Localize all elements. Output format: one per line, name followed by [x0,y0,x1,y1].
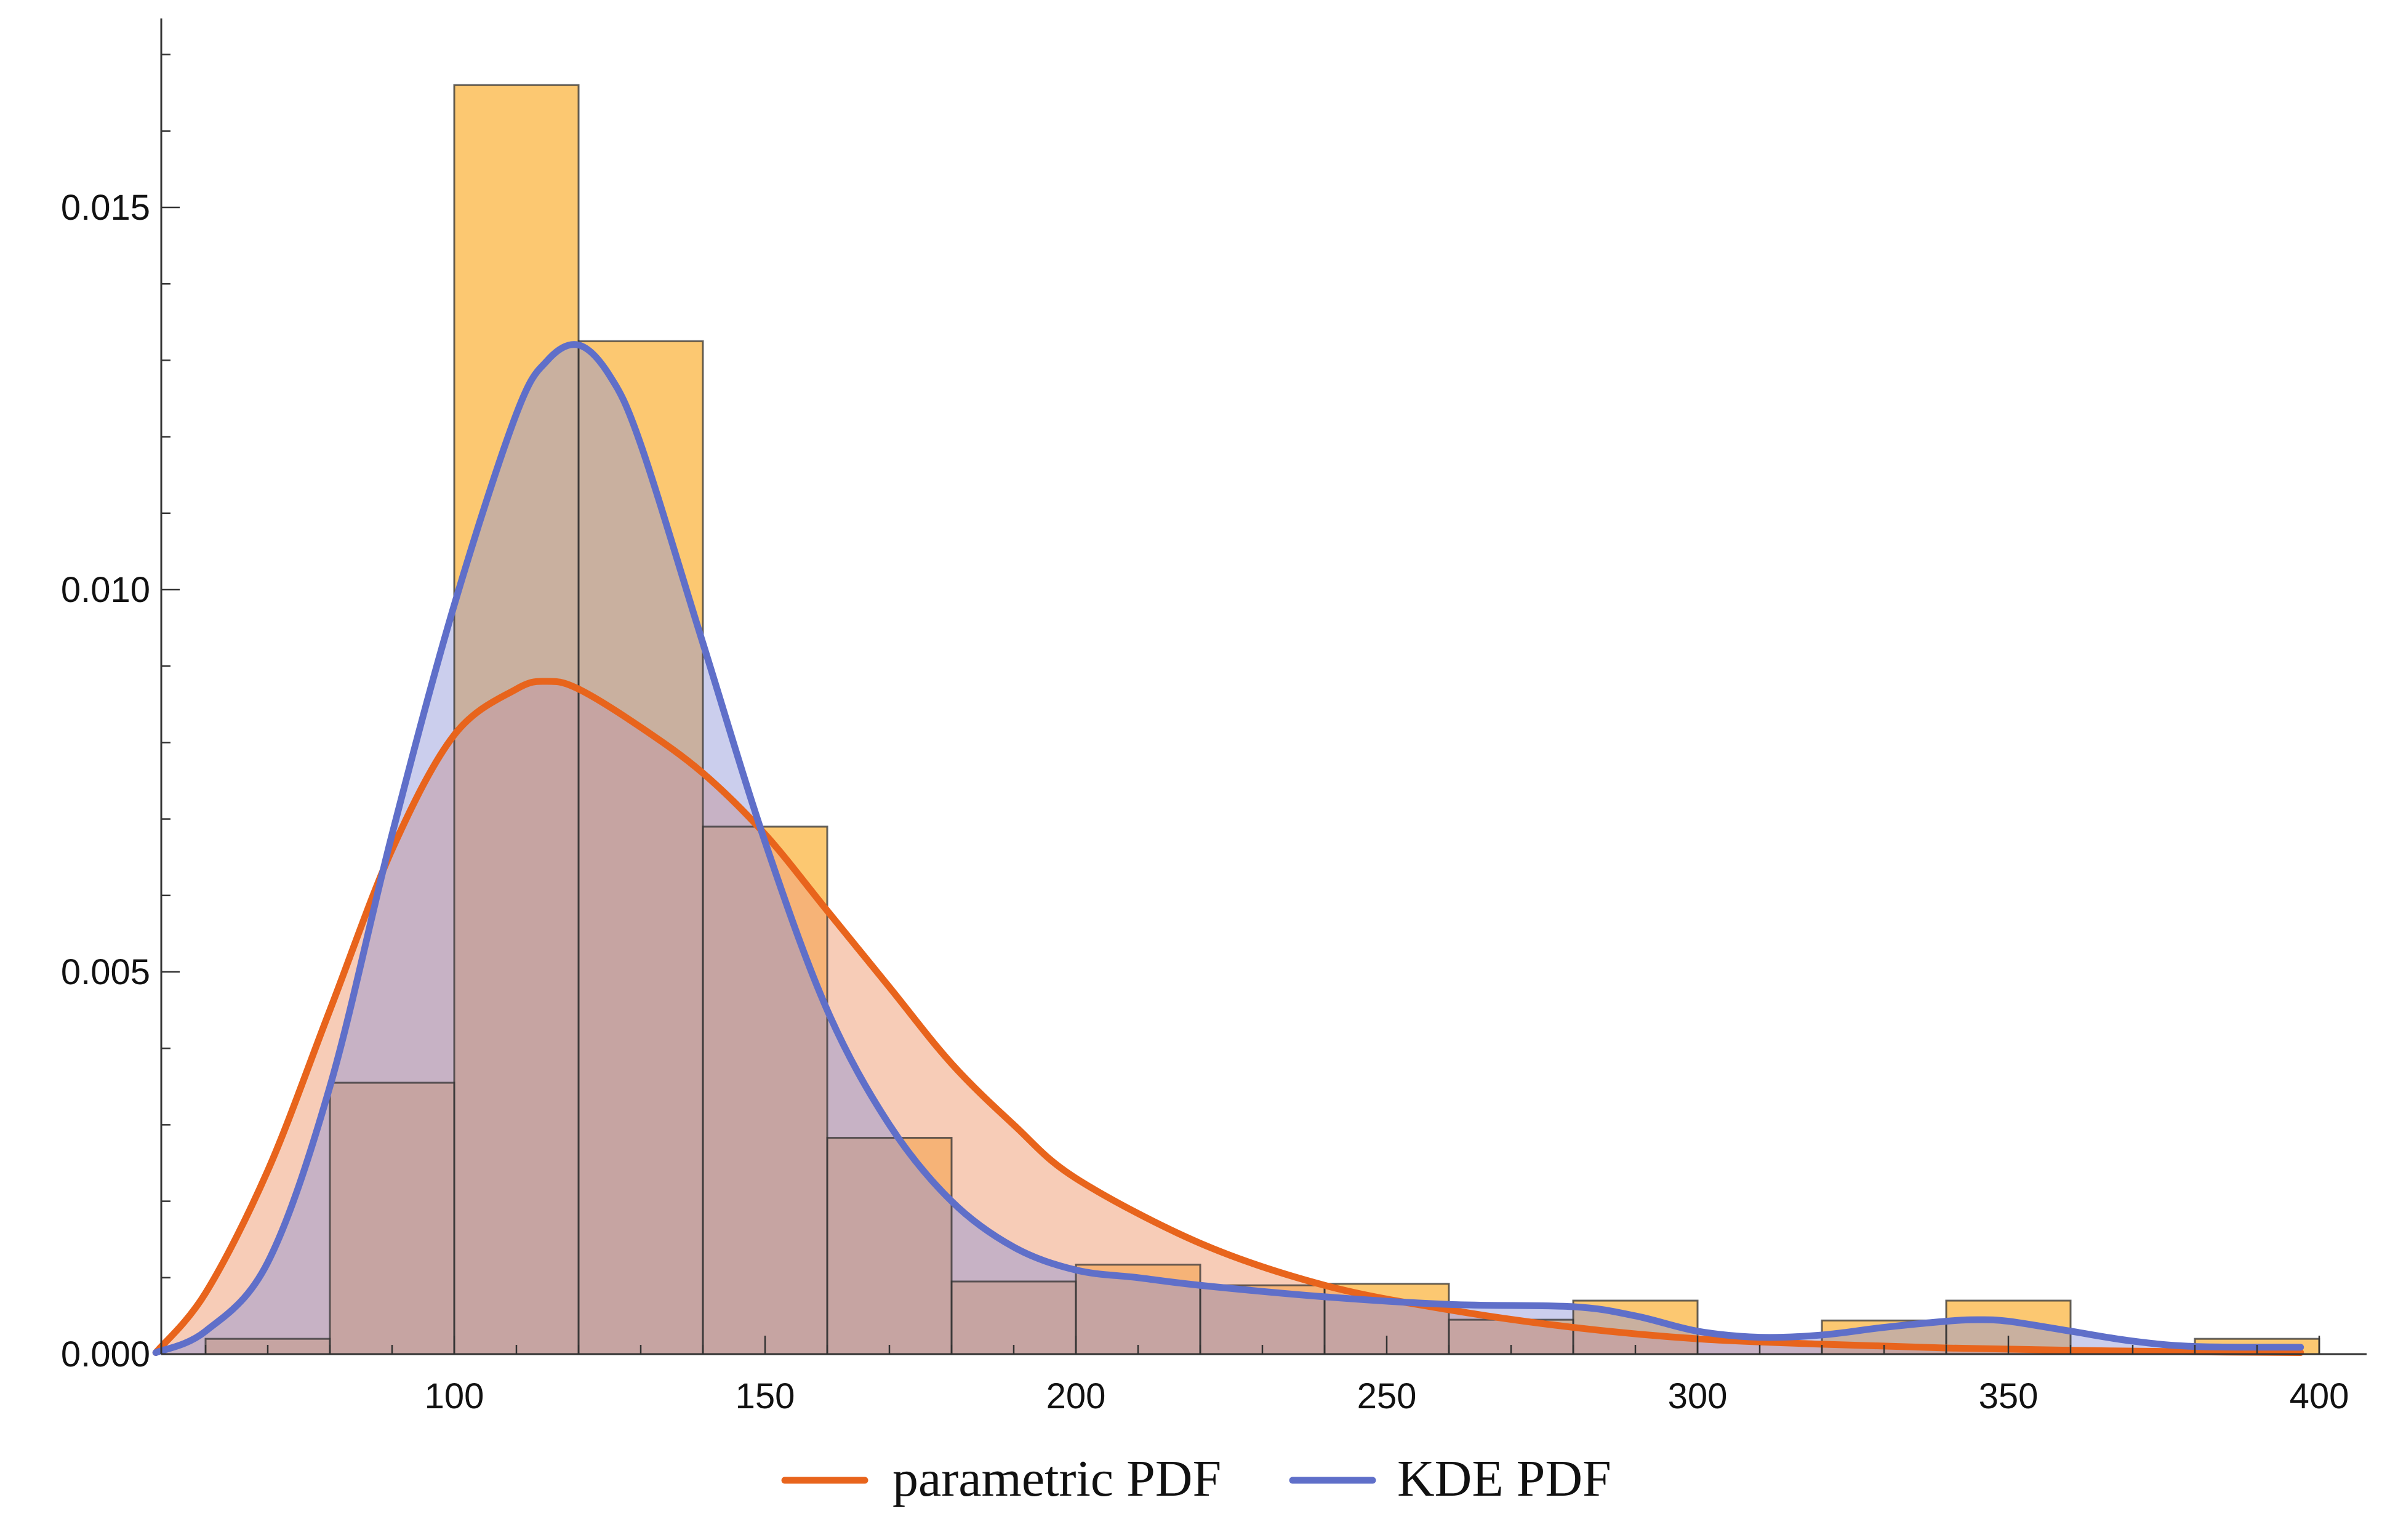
kde-pdf-fill [156,344,2301,1355]
kde-pdf-line [152,341,2304,1357]
density-curves [152,341,2304,1357]
x-tick-label: 250 [1357,1376,1417,1416]
y-tick-label: 0.015 [61,188,150,228]
x-tick-label: 300 [1668,1376,1728,1416]
x-tick-label: 200 [1046,1376,1106,1416]
parametric-pdf-fill [156,681,2301,1354]
legend-label: parametric PDF [892,1450,1221,1507]
x-tick-label: 150 [736,1376,795,1416]
x-tick-label: 100 [425,1376,484,1416]
x-tick-label: 350 [1979,1376,2039,1416]
axes: 100 150 200 250 300 350 400 0.000 0.005 0.010 0.01… [61,18,2367,1416]
x-tick-label: 400 [2290,1376,2349,1416]
legend: parametric PDF KDE PDF [781,1450,1611,1507]
y-tick-label: 0.000 [61,1334,150,1374]
density-fills [156,344,2301,1355]
y-tick-label: 0.010 [61,570,150,610]
y-tick-label: 0.005 [61,952,150,992]
legend-label: KDE PDF [1397,1450,1611,1507]
